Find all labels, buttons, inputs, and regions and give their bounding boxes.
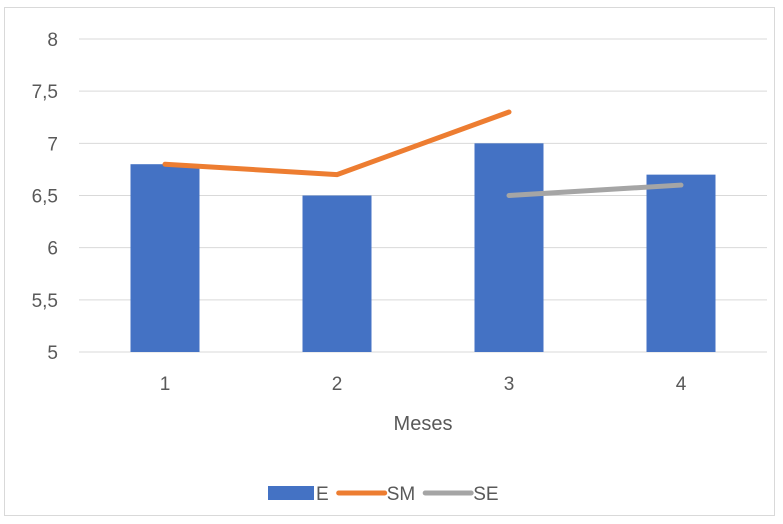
x-tick-label: 4 [676, 374, 687, 395]
legend-swatch [268, 486, 314, 500]
legend-item-e: E [268, 484, 329, 505]
y-tick-label: 5,5 [32, 291, 58, 312]
line-series [162, 109, 684, 198]
legend-item-se: SE [422, 484, 499, 505]
legend: E SM SE [268, 484, 499, 505]
y-tick-label: 5 [47, 343, 58, 364]
y-tick-label: 6,5 [32, 187, 58, 208]
bar-series-e [130, 143, 716, 352]
x-axis-ticks: 1 2 3 4 [160, 374, 687, 395]
y-tick-label: 7,5 [32, 82, 58, 103]
y-tick-label: 7 [47, 134, 58, 155]
y-tick-label: 8 [47, 30, 58, 51]
bar [302, 195, 372, 352]
series-line-se [506, 182, 684, 198]
legend-label: SM [387, 484, 416, 505]
bar [474, 143, 544, 352]
y-axis-ticks: 5 5,5 6 6,5 7 7,5 8 [32, 30, 58, 364]
x-tick-label: 2 [332, 374, 343, 395]
y-tick-label: 6 [47, 239, 58, 260]
bar [646, 174, 716, 352]
legend-item-sm: SM [336, 484, 416, 505]
legend-label: E [316, 484, 329, 505]
x-axis-label: Meses [394, 413, 453, 435]
series-line-sm [162, 109, 512, 178]
x-tick-label: 1 [160, 374, 171, 395]
x-tick-label: 3 [504, 374, 515, 395]
legend-label: SE [473, 484, 498, 505]
bar [130, 164, 200, 352]
